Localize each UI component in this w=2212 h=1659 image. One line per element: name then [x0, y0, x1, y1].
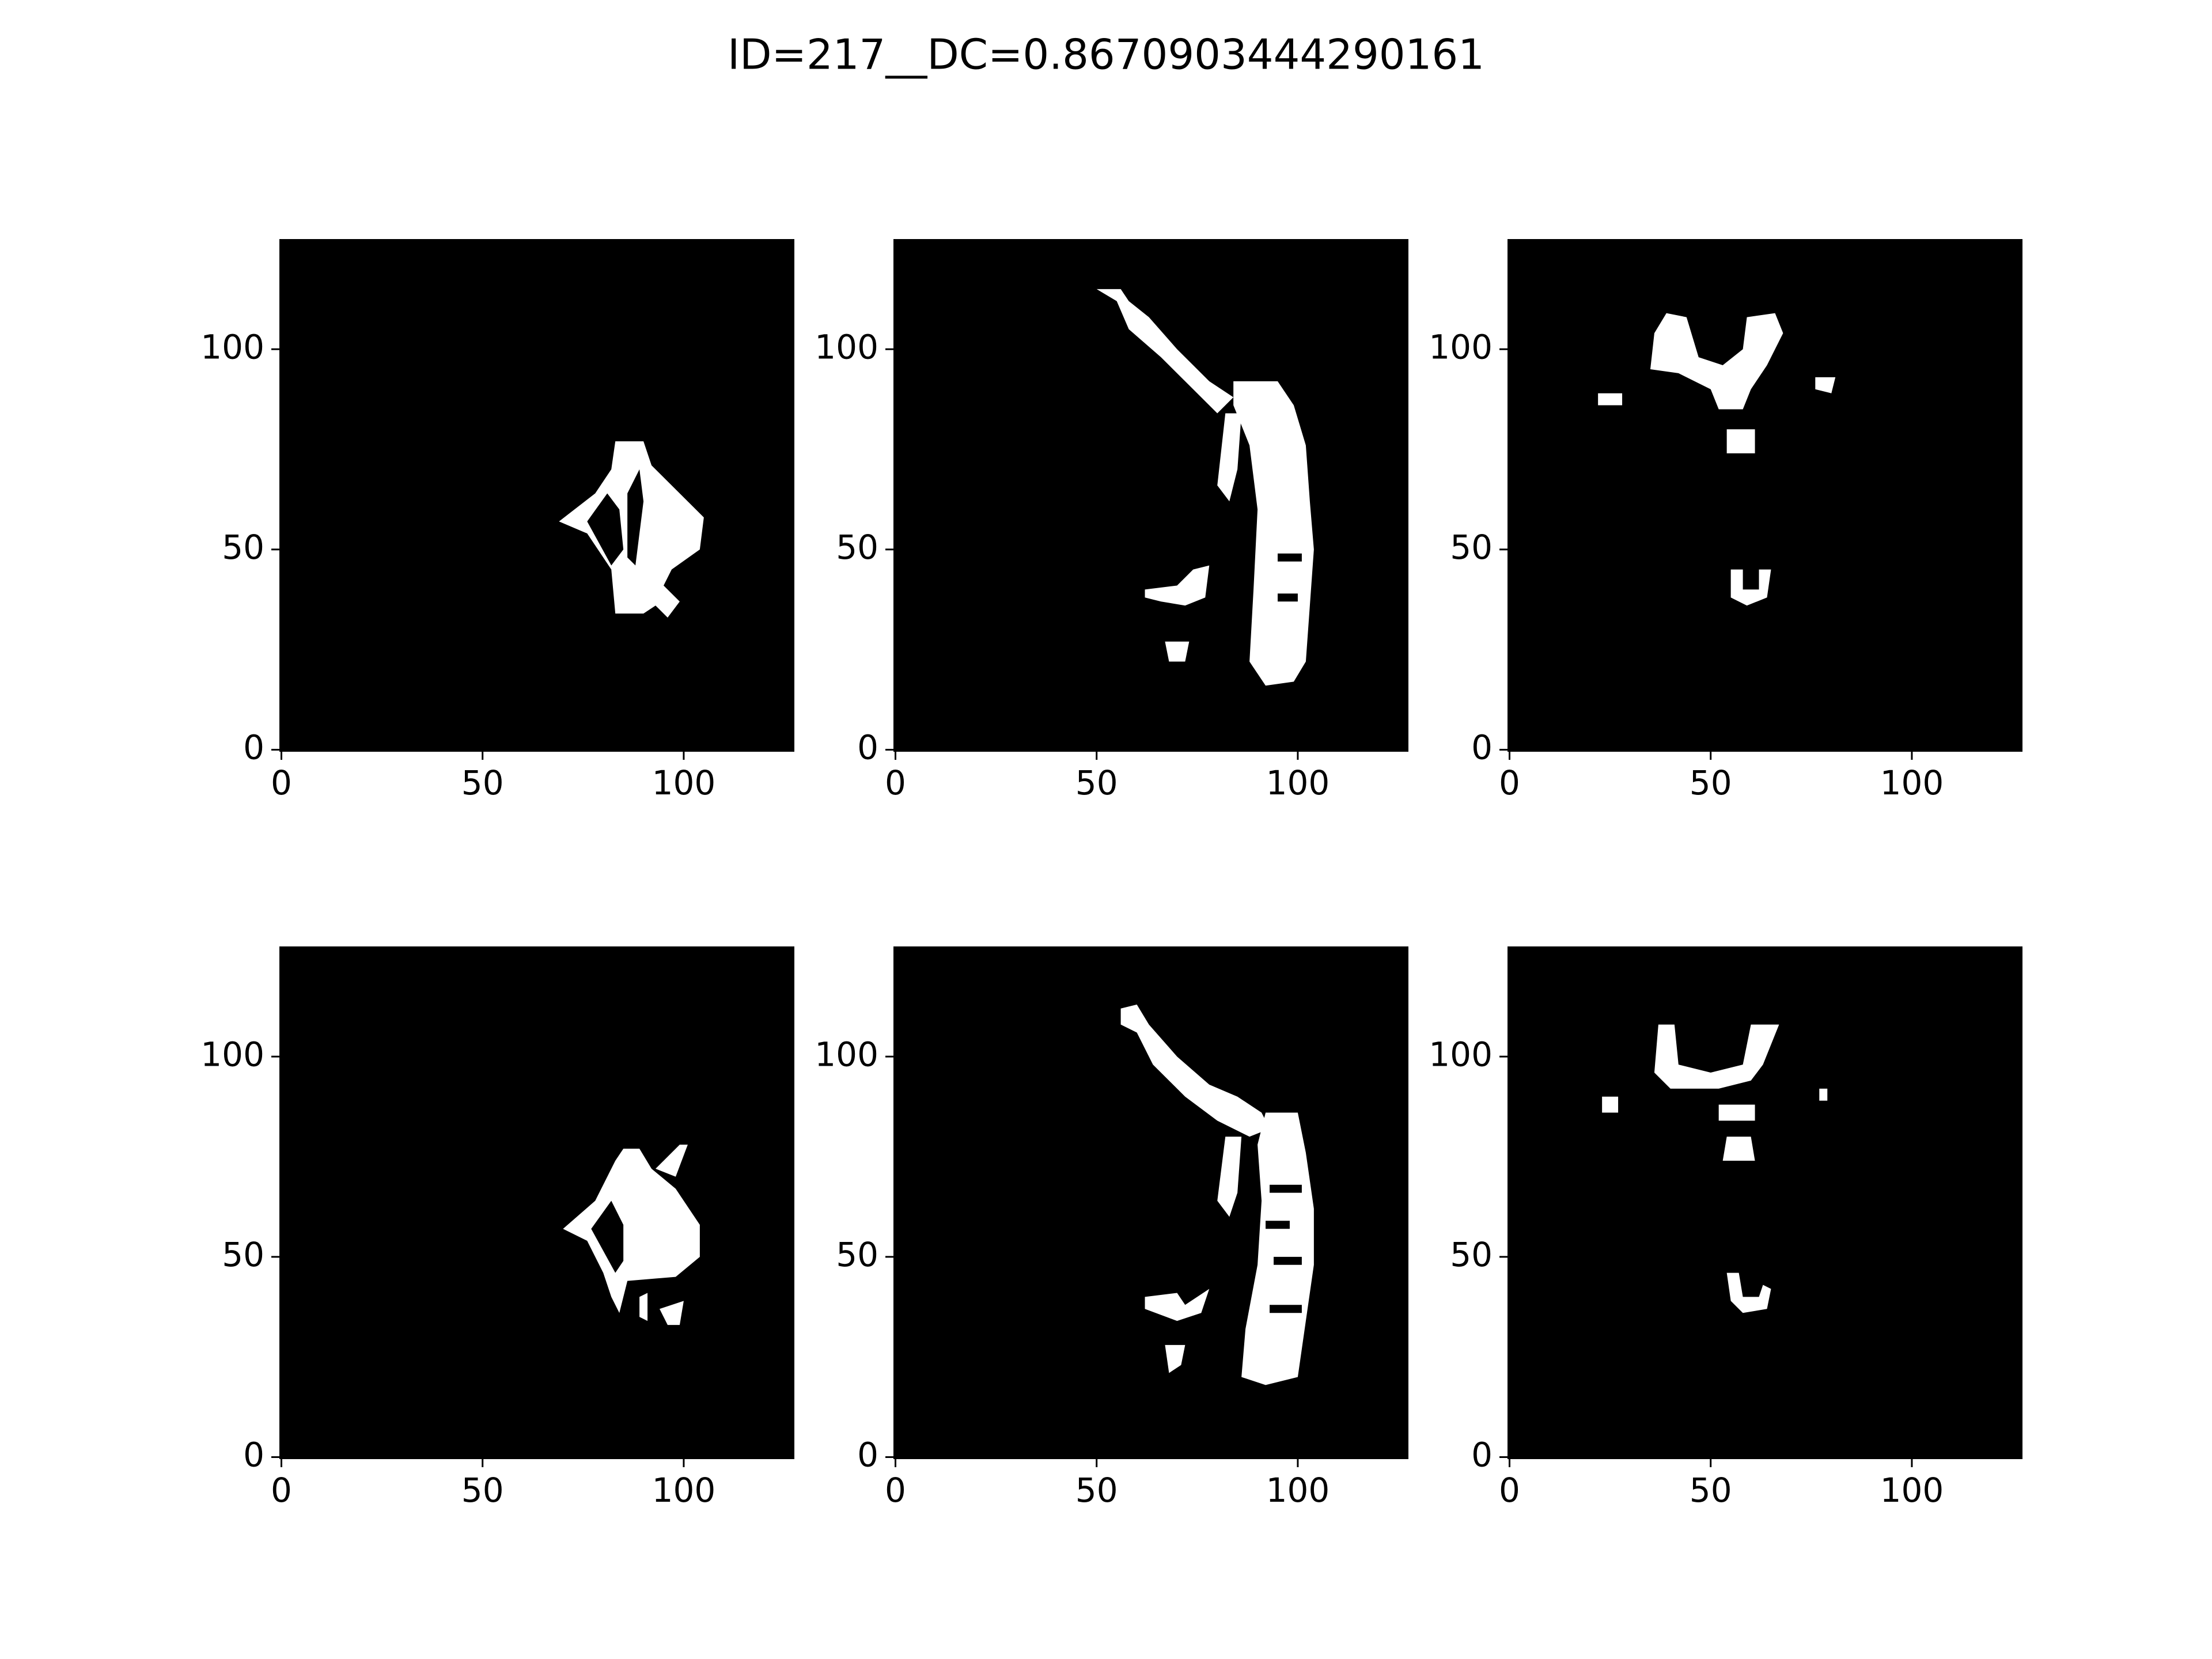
image-background: [279, 946, 794, 1459]
image-panel: [1508, 946, 2022, 1459]
image-background: [1508, 946, 2022, 1459]
image-panel: [893, 946, 1408, 1459]
x-tick-label: 100: [1880, 1471, 1944, 1510]
y-tick-label: 100: [200, 1035, 264, 1074]
x-tick-label: 50: [1075, 763, 1118, 802]
y-tick-label: 50: [1450, 528, 1493, 567]
x-tick-label: 100: [1266, 1471, 1330, 1510]
x-tick-label: 100: [652, 763, 716, 802]
y-tick-label: 0: [857, 728, 878, 767]
mask: [1602, 1024, 1828, 1313]
y-tick-label: 0: [857, 1435, 878, 1475]
image-background: [279, 239, 794, 752]
y-tick-label: 50: [1450, 1235, 1493, 1274]
y-tick-label: 50: [836, 528, 878, 567]
mask: [1120, 1004, 1314, 1385]
y-tick-label: 100: [815, 327, 878, 366]
y-tick-label: 100: [815, 1035, 878, 1074]
image-panel: [279, 239, 794, 752]
x-tick-label: 50: [461, 1471, 504, 1510]
x-tick-label: 0: [271, 763, 292, 802]
image-background: [893, 946, 1408, 1459]
x-tick-label: 0: [885, 1471, 906, 1510]
figure-title: ID=217__DC=0.8670903444290161: [728, 31, 1484, 79]
x-tick-label: 0: [271, 1471, 292, 1510]
image-panel: [1508, 239, 2022, 752]
y-tick-label: 50: [836, 1235, 878, 1274]
y-tick-label: 100: [1429, 327, 1493, 366]
image-panel: [279, 946, 794, 1459]
mask: [1598, 313, 1836, 606]
x-tick-label: 100: [1266, 763, 1330, 802]
y-tick-label: 50: [222, 1235, 264, 1274]
image-background: [893, 239, 1408, 752]
mask: [1096, 289, 1314, 686]
x-tick-label: 50: [1075, 1471, 1118, 1510]
image-panel: [893, 239, 1408, 752]
x-tick-label: 0: [1499, 763, 1520, 802]
mask: [559, 441, 704, 618]
x-tick-label: 50: [1690, 1471, 1732, 1510]
y-tick-label: 0: [1471, 1435, 1493, 1475]
x-tick-label: 0: [1499, 1471, 1520, 1510]
x-tick-label: 0: [885, 763, 906, 802]
y-tick-label: 0: [1471, 728, 1493, 767]
y-tick-label: 0: [243, 1435, 264, 1475]
x-tick-label: 50: [461, 763, 504, 802]
y-tick-label: 100: [1429, 1035, 1493, 1074]
x-tick-label: 50: [1690, 763, 1732, 802]
y-tick-label: 100: [200, 327, 264, 366]
x-tick-label: 100: [1880, 763, 1944, 802]
y-tick-label: 0: [243, 728, 264, 767]
y-tick-label: 50: [222, 528, 264, 567]
x-tick-label: 100: [652, 1471, 716, 1510]
mask: [563, 1145, 700, 1325]
